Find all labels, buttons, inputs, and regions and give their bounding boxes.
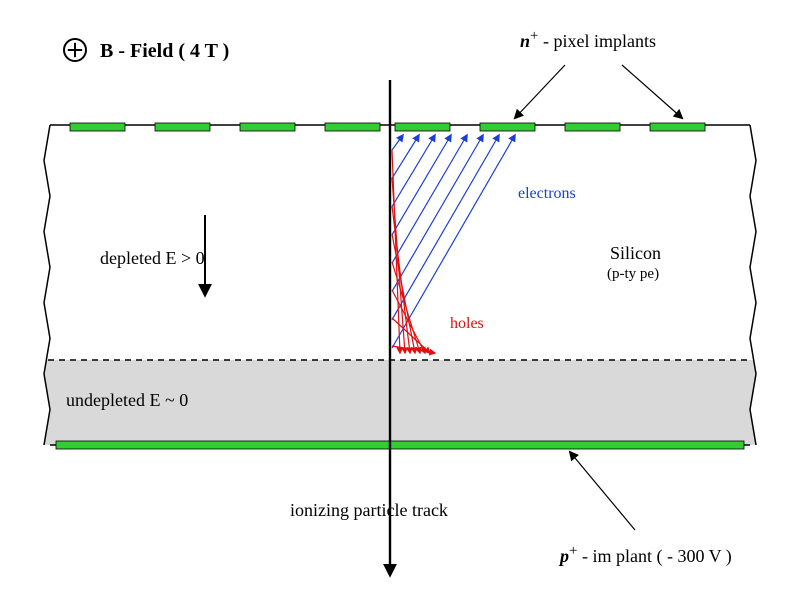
back-implant bbox=[56, 441, 744, 449]
bfield-label: B - Field ( 4 T ) bbox=[100, 40, 229, 63]
annotation-arrow bbox=[622, 65, 682, 118]
holes-label: holes bbox=[450, 315, 484, 333]
electron-arrow bbox=[392, 135, 451, 235]
pixel-implant bbox=[240, 123, 295, 131]
electron-arrow bbox=[392, 135, 467, 263]
depleted-label: depleted E > 0 bbox=[100, 248, 205, 269]
pixel-implant bbox=[395, 123, 450, 131]
pimplant-label: p+ - im plant ( - 300 V ) bbox=[560, 543, 732, 567]
particle-track-label: ionizing particle track bbox=[290, 500, 448, 521]
pixel-implant bbox=[155, 123, 210, 131]
pixel-implant bbox=[480, 123, 535, 131]
silicon-label-line2: (p-ty pe) bbox=[607, 266, 659, 283]
electron-arrow bbox=[392, 135, 403, 150]
pixel-implant bbox=[565, 123, 620, 131]
electron-arrow bbox=[392, 135, 435, 207]
annotation-arrow bbox=[515, 65, 565, 118]
electrons-label: electrons bbox=[518, 185, 576, 203]
annotation-arrow bbox=[570, 452, 635, 530]
pixel-implant bbox=[325, 123, 380, 131]
silicon-label-line1: Silicon bbox=[610, 243, 661, 264]
npixel-label: n+ - pixel implants bbox=[520, 28, 656, 52]
pixel-implant bbox=[70, 123, 125, 131]
undepleted-label: undepleted E ~ 0 bbox=[66, 390, 188, 411]
electron-arrow bbox=[392, 135, 499, 320]
electron-arrow bbox=[392, 135, 419, 178]
pixel-implant bbox=[650, 123, 705, 131]
